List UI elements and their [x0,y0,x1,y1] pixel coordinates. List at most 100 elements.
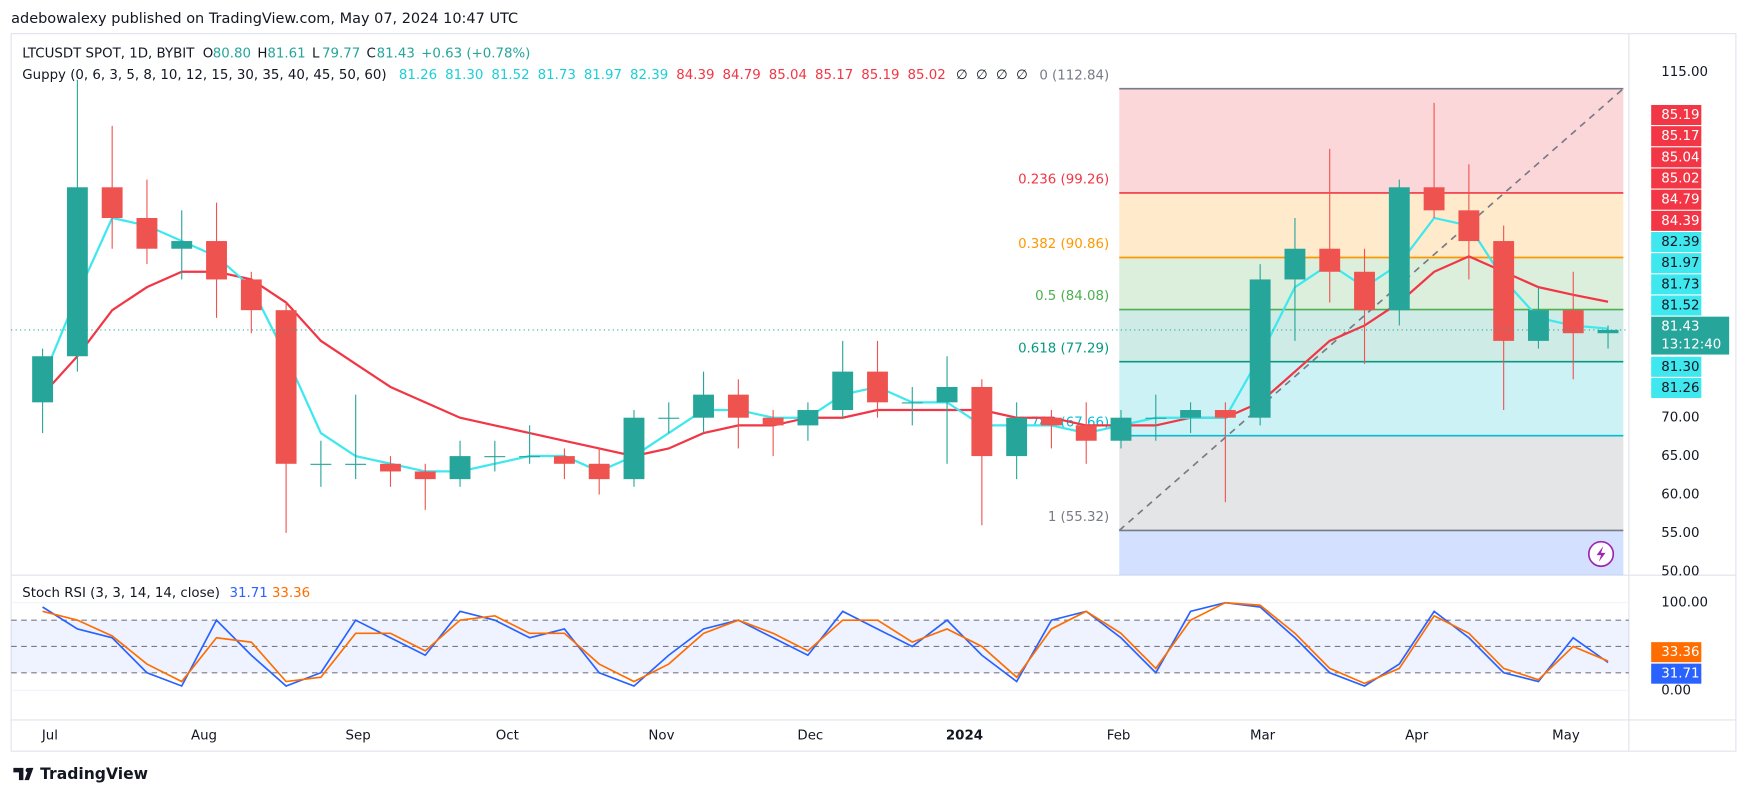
candle-body [1249,279,1271,418]
guppy-value: 85.19 [861,68,899,83]
y-tick-label: 0.00 [1661,683,1691,698]
guppy-price-label: 81.30 [1661,360,1699,375]
guppy-price-box [1651,104,1702,126]
last-price-box [1651,316,1730,355]
fib-label: 0.5 (84.08) [1035,289,1109,304]
x-tick-label: Feb [1107,729,1131,744]
candle-body [658,417,680,419]
guppy-price-box [1651,274,1702,295]
candle-body [32,356,54,403]
candle-body [1110,417,1132,441]
guppy-price-label: 81.52 [1661,299,1699,314]
guppy-price-box [1651,126,1702,147]
guppy-long [41,255,1609,458]
guppy-price-box [1651,231,1702,253]
candle-body [240,279,262,311]
guppy-price-label: 85.19 [1661,108,1699,123]
candle-body [171,241,193,249]
candle-body [553,456,575,464]
labels: Jul Aug Sep Oct Nov Dec 2024 Feb Mar Apr May 115.00… [41,47,1730,744]
x-tick-label: Jul [41,729,58,744]
guppy-price-label: 84.39 [1661,214,1699,229]
guppy-value: 85.02 [907,68,945,83]
candle-body [1597,329,1619,334]
symbol-title: LTCUSDT SPOT, 1D, BYBIT [22,47,195,62]
x-tick-label: Oct [496,729,519,744]
fib-band [1119,361,1624,436]
guppy-value: 81.73 [538,68,576,83]
candle-body [588,463,610,480]
x-tick-label: May [1552,729,1580,744]
guppy-price-label: 81.73 [1661,277,1699,292]
stoch-title: Stoch RSI (3, 3, 14, 14, close) [22,586,220,601]
x-tick-label: Apr [1405,729,1429,744]
guppy-value: 84.79 [723,68,761,83]
series [11,79,1629,688]
candle-body [901,402,923,404]
guppy-price-box [1651,356,1702,377]
candle-body [1423,187,1445,211]
fib-band [1119,192,1624,258]
countdown: 13:12:40 [1661,338,1721,353]
candle-body [1006,417,1028,457]
x-tick-label: Mar [1250,729,1276,744]
guppy-value: 81.30 [445,68,483,83]
x-tick-label: Sep [346,729,371,744]
fib-label: 0.382 (90.86) [1018,237,1109,252]
candle-body [762,417,784,426]
candle-body [310,463,332,465]
y-tick-label: 65.00 [1661,449,1699,464]
guppy-price-box [1651,210,1702,231]
guppy-price-box [1651,295,1702,316]
guppy-value: 81.97 [584,68,622,83]
grid [11,602,1629,691]
ohlc-value: 81.61 [267,47,305,62]
guppy-value: 81.52 [491,68,529,83]
ohlc-value: 80.80 [213,47,251,62]
guppy-price-label: 82.39 [1661,235,1699,250]
candle-body [727,394,749,418]
guppy-empty: ∅ [976,68,988,83]
guppy-price-label: 81.97 [1661,256,1699,271]
candle-body [1354,271,1375,311]
guppy-value: 84.39 [676,68,714,83]
alert-icon[interactable] [1587,540,1615,568]
fib-band [1119,88,1624,193]
candle-body [1284,248,1306,280]
stoch-price-box [1651,642,1702,663]
stoch-value: 33.36 [272,586,310,601]
y-tick-label: 55.00 [1661,526,1699,541]
guppy-value: 85.17 [815,68,853,83]
candle-body [1388,187,1410,311]
guppy-price-label: 84.79 [1661,193,1699,208]
x-tick-label: Aug [191,729,217,744]
guppy-price-label: 81.26 [1661,381,1699,396]
candle-body [345,463,367,465]
guppy-empty: ∅ [1016,68,1028,83]
candle-body [832,371,854,411]
ohlc-key: O [203,47,214,62]
candle-body [484,456,506,458]
ohlc-key: C [367,47,376,62]
x-tick-label: Dec [797,729,823,744]
y-tick-label: 50.00 [1661,564,1699,579]
y-tick-label: 60.00 [1661,488,1699,503]
guppy-empty: ∅ [956,68,968,83]
ohlc-value: 79.77 [322,47,360,62]
guppy-price-box [1651,377,1702,398]
guppy-price-box [1651,189,1702,210]
x-tick-label: Nov [648,729,674,744]
candle-body [101,187,123,219]
guppy-short [41,216,1609,473]
brand-name: TradingView [40,765,148,783]
ohlc-key: H [257,47,267,62]
candle-body [66,187,88,357]
stoch-line [42,601,1609,685]
candle-body [936,386,958,403]
stoch-price-label: 33.36 [1661,645,1699,660]
candle-body [380,463,401,472]
candle-body [1319,248,1341,272]
fib-band [1119,530,1624,576]
